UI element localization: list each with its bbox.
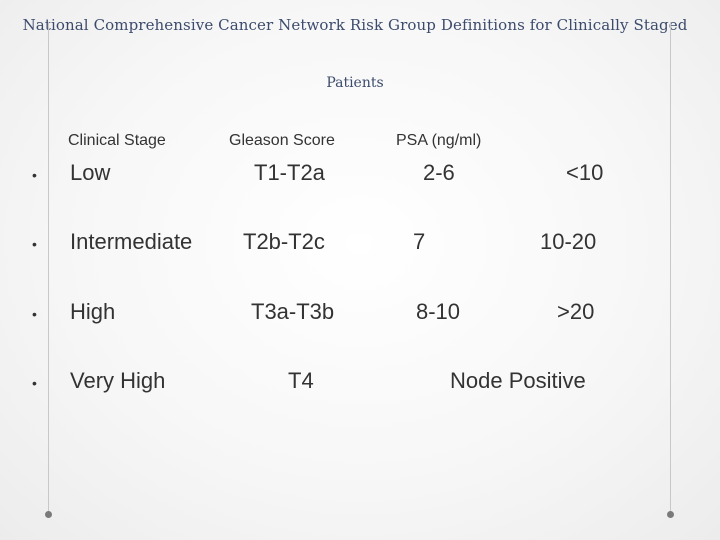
clinical-stage-value: T3a-T3b: [251, 299, 335, 324]
frame-line-left: [48, 22, 49, 514]
bullet-icon: •: [32, 306, 37, 322]
clinical-stage-value: T2b-T2c: [243, 229, 325, 254]
bullet-icon: •: [32, 375, 37, 391]
bullet-icon: •: [32, 236, 37, 252]
bullet-icon: •: [32, 167, 37, 183]
header-psa: PSA (ng/ml): [396, 132, 482, 149]
psa-value: 10-20: [540, 229, 597, 254]
risk-group-label: Low: [70, 160, 111, 185]
psa-value: Node Positive: [450, 368, 586, 393]
header-clinical-stage: Clinical Stage: [68, 132, 166, 149]
psa-value: >20: [557, 299, 595, 324]
gleason-score-value: 7: [413, 229, 426, 254]
psa-value: <10: [566, 160, 604, 185]
risk-group-label: High: [70, 299, 116, 324]
slide-title: National Comprehensive Cancer Network Ri…: [22, 16, 688, 34]
risk-group-label: Intermediate: [70, 229, 193, 254]
clinical-stage-value: T1-T2a: [254, 160, 325, 185]
clinical-stage-value: T4: [288, 368, 314, 393]
gleason-score-value: 8-10: [416, 299, 461, 324]
risk-group-label: Very High: [70, 368, 166, 393]
frame-line-right: [670, 22, 671, 514]
header-gleason-score: Gleason Score: [229, 132, 335, 149]
slide-title-continuation: Patients: [326, 75, 384, 91]
corner-dot-right: [667, 511, 674, 518]
corner-dot-left: [45, 511, 52, 518]
gleason-score-value: 2-6: [423, 160, 455, 185]
